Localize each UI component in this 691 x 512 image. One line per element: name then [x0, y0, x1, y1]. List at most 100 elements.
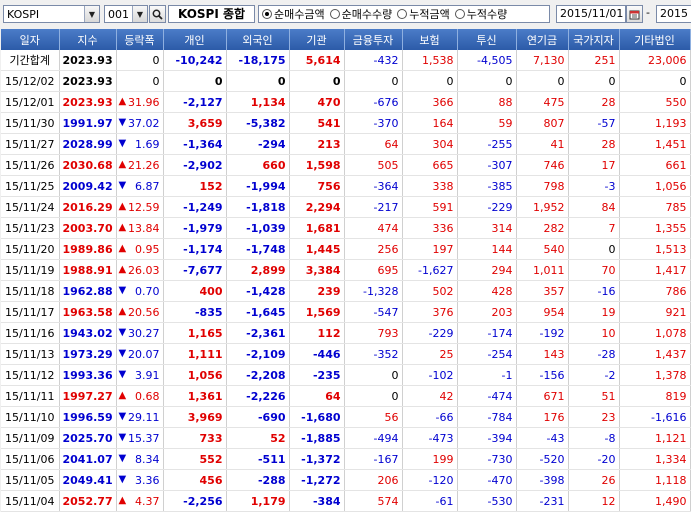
table-row[interactable]: 15/11/20 1989.86 ▲ 0.95 -1,174 -1,748 1,445 256… [1, 238, 691, 260]
table-row[interactable]: 15/11/05 2049.41 ▼ 3.36 456 -288 -1,272 206 -120… [1, 469, 691, 491]
table-row[interactable]: 15/11/30 1991.97 ▼ 37.02 3,659 -5,382 541 -370 1… [1, 112, 691, 134]
radio-dot[interactable] [397, 9, 408, 19]
column-header[interactable]: 연기금 [516, 29, 569, 50]
market-select-value: KOSPI [7, 7, 40, 21]
column-header[interactable]: 기관 [289, 29, 345, 50]
column-header[interactable]: 지수 [59, 29, 117, 50]
change-cell: ▼ 15.37 [116, 427, 164, 449]
value-cell: 1,179 [226, 490, 290, 512]
column-header[interactable]: 일자 [1, 29, 60, 50]
radio-dot[interactable] [454, 9, 465, 19]
column-header[interactable]: 기타법인 [619, 29, 691, 50]
value-cell: 550 [619, 91, 691, 113]
triangle-up-icon: ▲ [118, 201, 127, 212]
value-cell: -229 [402, 322, 458, 344]
value-cell: -28 [568, 343, 620, 365]
table-row[interactable]: 15/12/02 2023.93 0 0 0 0 0 0 0 0 0 0 [1, 70, 691, 92]
value-cell: 0 [289, 70, 345, 92]
radio-cumulative-amount[interactable]: 누적금액 [397, 6, 450, 22]
date-from-field[interactable]: 2015/11/01 [556, 5, 626, 23]
summary-cell: 7,130 [516, 50, 569, 71]
summary-cell: 23,006 [619, 50, 691, 71]
table-row[interactable]: 15/11/16 1943.02 ▼ 30.27 1,165 -2,361 112 793 -2… [1, 322, 691, 344]
value-cell: 23 [568, 406, 620, 428]
value-cell: 17 [568, 154, 620, 176]
value-cell: -446 [289, 343, 345, 365]
value-cell: 921 [619, 301, 691, 323]
value-cell: -2,109 [226, 343, 290, 365]
table-row[interactable]: 15/11/19 1988.91 ▲ 26.03 -7,677 2,899 3,384 695… [1, 259, 691, 281]
index-cell: 1989.86 [59, 238, 117, 260]
value-cell: -1 [457, 364, 517, 386]
value-cell: 26 [568, 469, 620, 491]
value-cell: 671 [516, 385, 569, 407]
radio-net-buy-amount[interactable]: 순매수금액 [262, 6, 325, 22]
value-cell: 474 [344, 217, 403, 239]
column-header[interactable]: 보험 [402, 29, 458, 50]
radio-dot[interactable] [329, 9, 340, 19]
value-cell: 475 [516, 91, 569, 113]
radio-net-buy-volume[interactable]: 순매수수량 [329, 6, 392, 22]
value-cell: -1,272 [289, 469, 345, 491]
table-row[interactable]: 15/12/01 2023.93 ▲ 31.96 -2,127 1,134 470 -676 3… [1, 91, 691, 113]
table-row[interactable]: 15/11/17 1963.58 ▲ 20.56 -835 -1,645 1,569 -547… [1, 301, 691, 323]
summary-cell: -432 [344, 50, 403, 71]
triangle-down-icon: ▼ [118, 348, 127, 359]
column-header[interactable]: 등락폭 [116, 29, 164, 50]
summary-row[interactable]: 기간합계 2023.93 0 -10,242 -18,175 5,614 -432 1,538… [1, 50, 691, 71]
toolbar: KOSPI ▼ 001 ▼ KOSPI 종합 순매수금액 순매수수량 [0, 0, 691, 28]
table-row[interactable]: 15/11/09 2025.70 ▼ 15.37 733 52 -1,885 -494 -473… [1, 427, 691, 449]
search-button[interactable] [149, 5, 166, 23]
table-row[interactable]: 15/11/12 1993.36 ▼ 3.91 1,056 -2,208 -235 0 -102… [1, 364, 691, 386]
value-cell: 282 [516, 217, 569, 239]
chevron-down-icon[interactable]: ▼ [84, 6, 99, 22]
triangle-down-icon: ▼ [118, 285, 127, 296]
value-cell: -1,994 [226, 175, 290, 197]
table-row[interactable]: 15/11/24 2016.29 ▲ 12.59 -1,249 -1,818 2,294 -2… [1, 196, 691, 218]
change-cell: ▲ 0.95 [116, 238, 164, 260]
value-cell: 785 [619, 196, 691, 218]
column-header[interactable]: 개인 [163, 29, 227, 50]
value-cell: -2 [568, 364, 620, 386]
calendar-button[interactable] [626, 5, 643, 23]
value-cell: 64 [344, 133, 403, 155]
column-header[interactable]: 금융투자 [344, 29, 403, 50]
table-row[interactable]: 15/11/27 2028.99 ▼ 1.69 -1,364 -294 213 64 304 -2… [1, 133, 691, 155]
table-row[interactable]: 15/11/10 1996.59 ▼ 29.11 3,969 -690 -1,680 56 -6… [1, 406, 691, 428]
date-to-field[interactable]: 2015 [656, 5, 691, 23]
code-select[interactable]: 001 ▼ [104, 5, 148, 23]
summary-cell: -10,242 [163, 50, 227, 71]
change-value: 26.03 [128, 263, 160, 277]
value-cell: 42 [402, 385, 458, 407]
column-header[interactable]: 외국인 [226, 29, 290, 50]
summary-cell: 5,614 [289, 50, 345, 71]
value-cell: -1,979 [163, 217, 227, 239]
radio-cumulative-volume[interactable]: 누적수량 [454, 6, 507, 22]
table-row[interactable]: 15/11/25 2009.42 ▼ 6.87 152 -1,994 756 -364 338-… [1, 175, 691, 197]
table-row[interactable]: 15/11/23 2003.70 ▲ 13.84 -1,979 -1,039 1,681 47… [1, 217, 691, 239]
chevron-down-icon[interactable]: ▼ [132, 6, 147, 22]
table-row[interactable]: 15/11/11 1997.27 ▲ 0.68 1,361 -2,226 64 0 42 -474… [1, 385, 691, 407]
radio-dot[interactable] [262, 9, 272, 19]
column-header[interactable]: 국가지자 [568, 29, 620, 50]
triangle-up-icon: ▲ [118, 159, 127, 170]
column-header[interactable]: 투신 [457, 29, 517, 50]
date-cell: 15/11/06 [1, 448, 60, 470]
value-cell: -217 [344, 196, 403, 218]
date-cell: 15/11/20 [1, 238, 60, 260]
table-row[interactable]: 15/11/06 2041.07 ▼ 8.34 552 -511 -1,372 -167 199… [1, 448, 691, 470]
index-cell: 1962.88 [59, 280, 117, 302]
date-cell: 15/11/11 [1, 385, 60, 407]
index-cell: 2049.41 [59, 469, 117, 491]
date-cell: 15/11/30 [1, 112, 60, 134]
table-row[interactable]: 15/11/04 2052.77 ▲ 4.37 -2,256 1,179 -384 574 -6… [1, 490, 691, 512]
value-cell: -385 [457, 175, 517, 197]
value-cell: -1,616 [619, 406, 691, 428]
table-row[interactable]: 15/11/13 1973.29 ▼ 20.07 1,111 -2,109 -446 -352… [1, 343, 691, 365]
market-select[interactable]: KOSPI ▼ [3, 5, 100, 23]
table-row[interactable]: 15/11/26 2030.68 ▲ 21.26 -2,902 660 1,598 505 66… [1, 154, 691, 176]
calendar-icon [629, 10, 640, 19]
value-cell: 591 [402, 196, 458, 218]
table-row[interactable]: 15/11/18 1962.88 ▼ 0.70 400 -1,428 239 -1,328 50… [1, 280, 691, 302]
change-value: 31.96 [128, 95, 160, 109]
